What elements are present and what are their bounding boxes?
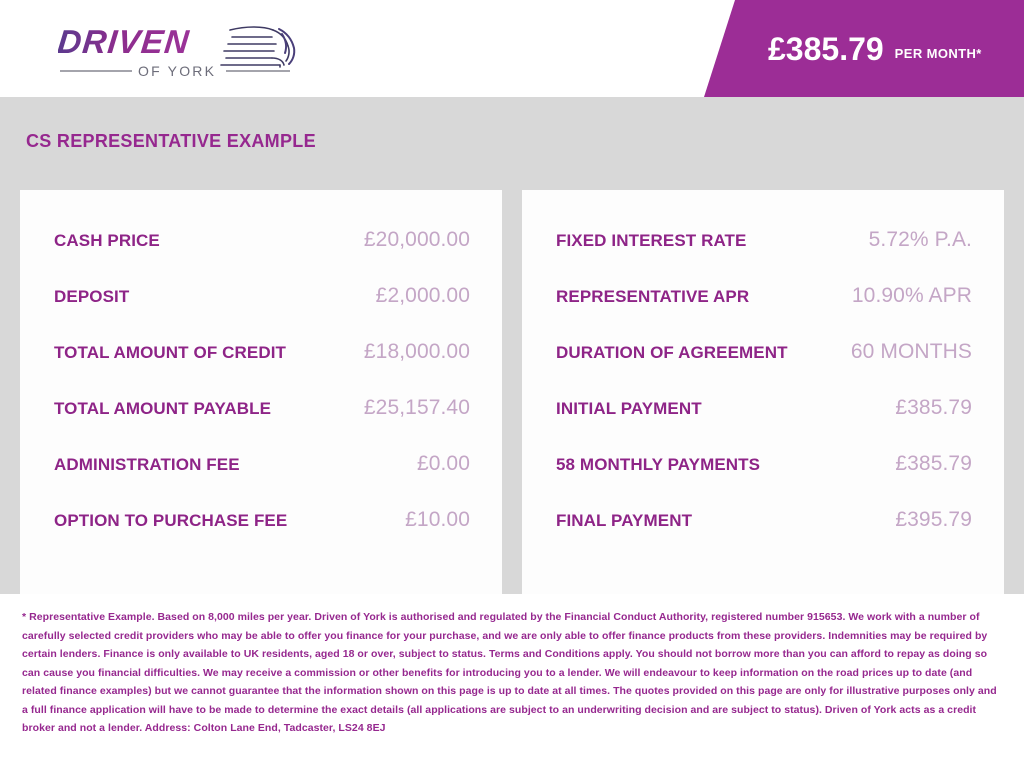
row-label: INITIAL PAYMENT [556, 399, 702, 418]
finance-panels: CASH PRICE £20,000.00 DEPOSIT £2,000.00 … [20, 190, 1004, 604]
table-row: FIXED INTEREST RATE 5.72% P.A. [556, 228, 972, 284]
driven-of-york-logo-svg: DRIVEN OF YORK [58, 24, 296, 79]
row-value: £385.79 [895, 452, 972, 475]
row-value: £20,000.00 [363, 228, 470, 251]
row-label: 58 MONTHLY PAYMENTS [556, 455, 761, 474]
row-value: 60 MONTHS [850, 340, 972, 363]
representative-example-section: CS REPRESENTATIVE EXAMPLE CASH PRICE £20… [0, 97, 1024, 604]
left-finance-panel: CASH PRICE £20,000.00 DEPOSIT £2,000.00 … [20, 190, 502, 604]
table-row: FINAL PAYMENT £395.79 [556, 508, 972, 564]
row-value: 10.90% APR [851, 284, 972, 307]
svg-text:DRIVEN: DRIVEN [58, 24, 191, 61]
row-value: £385.79 [895, 396, 972, 419]
price-banner: £385.79 PER MONTH* [704, 0, 1024, 97]
row-label: CASH PRICE [54, 231, 160, 250]
monthly-price-amount: £385.79 [768, 30, 884, 67]
table-row: DEPOSIT £2,000.00 [54, 284, 470, 340]
table-row: 58 MONTHLY PAYMENTS £385.79 [556, 452, 972, 508]
row-value: £10.00 [405, 508, 470, 531]
row-label: DEPOSIT [54, 287, 130, 306]
table-row: TOTAL AMOUNT PAYABLE £25,157.40 [54, 396, 470, 452]
right-finance-panel: FIXED INTEREST RATE 5.72% P.A. REPRESENT… [522, 190, 1004, 604]
row-label: TOTAL AMOUNT PAYABLE [54, 399, 272, 418]
row-value: £395.79 [895, 508, 972, 531]
monthly-price-suffix: PER MONTH* [894, 45, 982, 61]
page-footer: * Representative Example. Based on 8,000… [0, 594, 1024, 768]
table-row: ADMINISTRATION FEE £0.00 [54, 452, 470, 508]
table-row: CASH PRICE £20,000.00 [54, 228, 470, 284]
row-value: £0.00 [416, 452, 470, 475]
row-value: 5.72% P.A. [868, 228, 972, 251]
page-title: CS REPRESENTATIVE EXAMPLE [26, 131, 316, 151]
svg-text:OF YORK: OF YORK [138, 63, 216, 79]
row-value: £2,000.00 [375, 284, 470, 307]
table-row: DURATION OF AGREEMENT 60 MONTHS [556, 340, 972, 396]
row-value: £18,000.00 [363, 340, 470, 363]
row-label: REPRESENTATIVE APR [556, 287, 750, 306]
row-value: £25,157.40 [363, 396, 470, 419]
row-label: DURATION OF AGREEMENT [556, 343, 788, 362]
table-row: INITIAL PAYMENT £385.79 [556, 396, 972, 452]
brand-logo[interactable]: DRIVEN OF YORK [58, 20, 318, 82]
table-row: REPRESENTATIVE APR 10.90% APR [556, 284, 972, 340]
table-row: OPTION TO PURCHASE FEE £10.00 [54, 508, 470, 564]
page-header: DRIVEN OF YORK [0, 0, 1024, 97]
row-label: ADMINISTRATION FEE [54, 455, 240, 474]
disclaimer-text: * Representative Example. Based on 8,000… [22, 611, 997, 734]
table-row: TOTAL AMOUNT OF CREDIT £18,000.00 [54, 340, 470, 396]
row-label: FINAL PAYMENT [556, 511, 693, 530]
row-label: FIXED INTEREST RATE [556, 231, 747, 250]
row-label: TOTAL AMOUNT OF CREDIT [54, 343, 286, 362]
row-label: OPTION TO PURCHASE FEE [54, 511, 288, 530]
